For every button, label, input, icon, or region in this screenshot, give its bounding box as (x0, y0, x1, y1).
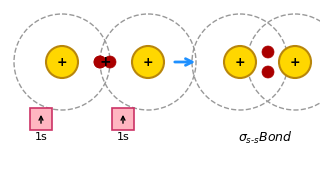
Text: +: + (99, 55, 111, 69)
Text: +: + (235, 55, 245, 69)
FancyBboxPatch shape (112, 108, 134, 130)
Text: +: + (57, 55, 67, 69)
Circle shape (94, 56, 106, 68)
Circle shape (262, 66, 274, 78)
Circle shape (46, 46, 78, 78)
Circle shape (224, 46, 256, 78)
Text: 1s: 1s (35, 132, 47, 142)
Text: +: + (143, 55, 153, 69)
Circle shape (262, 46, 274, 58)
Circle shape (94, 56, 106, 68)
Text: +: + (290, 55, 300, 69)
Circle shape (132, 46, 164, 78)
Text: $\sigma_{s\text{-}s}$Bond: $\sigma_{s\text{-}s}$Bond (238, 130, 292, 146)
FancyBboxPatch shape (30, 108, 52, 130)
Text: 1s: 1s (116, 132, 129, 142)
Circle shape (279, 46, 311, 78)
Circle shape (104, 56, 116, 68)
